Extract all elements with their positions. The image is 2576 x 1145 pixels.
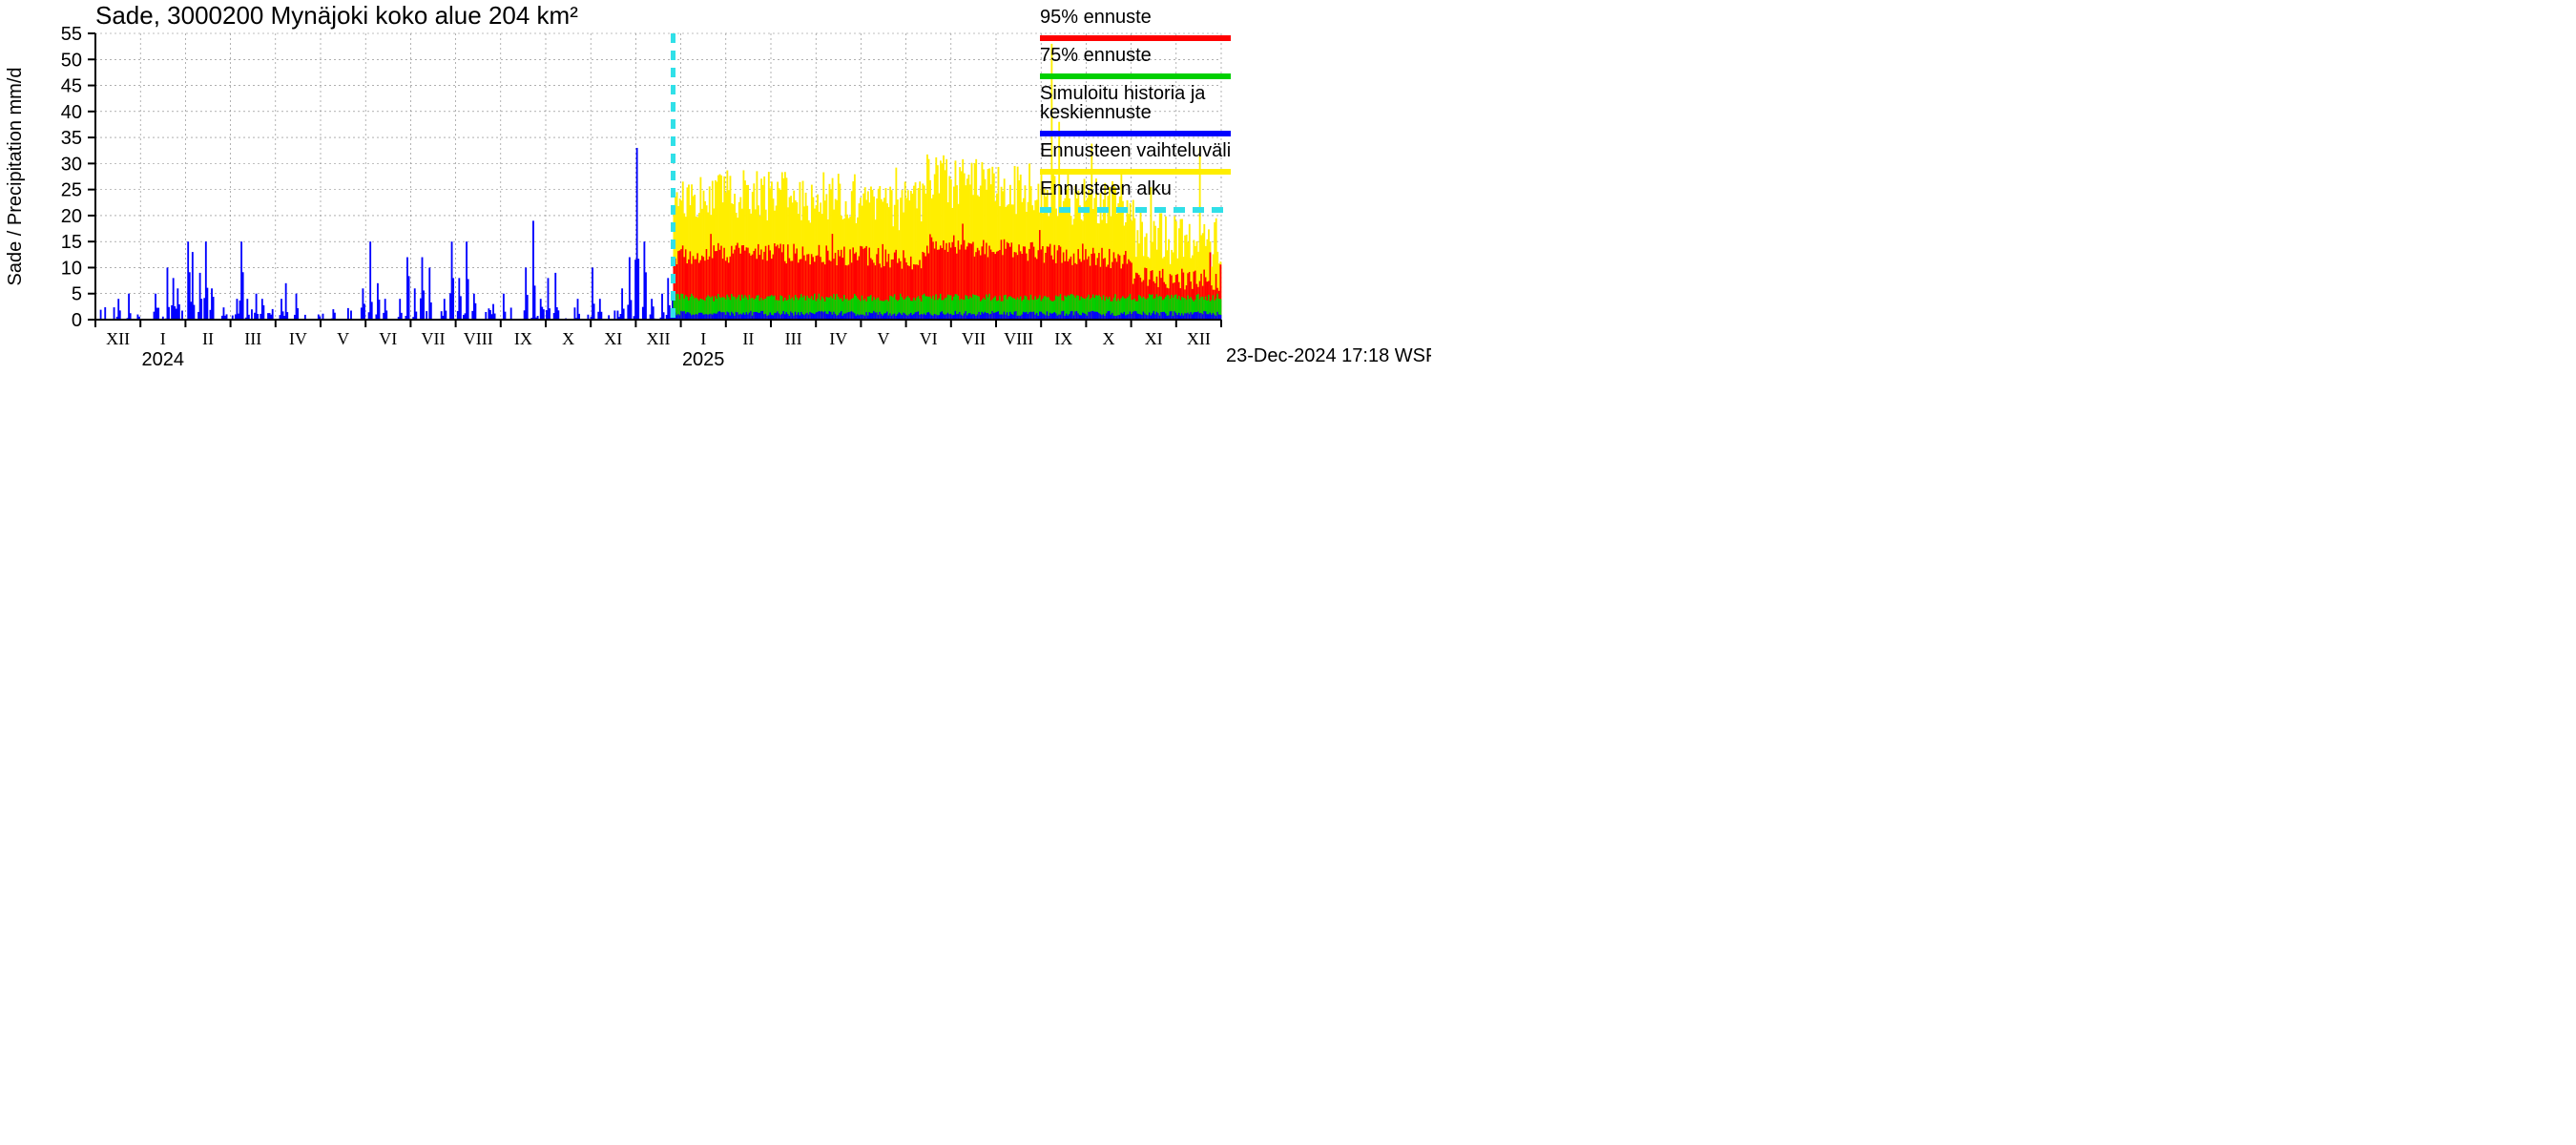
x-month-label: I — [160, 329, 166, 348]
x-month-label: XI — [604, 329, 622, 348]
legend-label: keskiennuste — [1040, 102, 1152, 123]
x-month-label: II — [742, 329, 754, 348]
x-month-label: III — [244, 329, 261, 348]
x-year-label: 2024 — [142, 349, 185, 370]
x-month-label: XII — [106, 329, 130, 348]
y-tick-label: 20 — [61, 206, 82, 227]
y-tick-label: 0 — [72, 310, 82, 331]
y-tick-label: 40 — [61, 102, 82, 123]
legend-label: Ennusteen alku — [1040, 178, 1172, 199]
y-tick-label: 45 — [61, 76, 82, 97]
y-tick-label: 50 — [61, 50, 82, 71]
legend-label: 75% ennuste — [1040, 45, 1152, 66]
x-month-label: V — [878, 329, 890, 348]
y-tick-label: 25 — [61, 180, 82, 201]
x-month-label: VIII — [1004, 329, 1033, 348]
x-month-label: XII — [1187, 329, 1211, 348]
legend-label: Simuloitu historia ja — [1040, 83, 1206, 104]
chart-footer: 23-Dec-2024 17:18 WSFS-O — [1226, 345, 1431, 366]
y-axis-label: Sade / Precipitation mm/d — [5, 68, 26, 286]
y-tick-label: 10 — [61, 258, 82, 279]
precipitation-chart: 0510152025303540455055XIIIIIIIIIVVVIVIIV… — [0, 0, 1431, 636]
x-year-label: 2025 — [682, 349, 725, 370]
y-tick-label: 30 — [61, 154, 82, 175]
x-month-label: XI — [1145, 329, 1163, 348]
x-month-label: X — [562, 329, 574, 348]
x-month-label: IV — [829, 329, 847, 348]
x-month-label: IV — [289, 329, 307, 348]
y-tick-label: 55 — [61, 24, 82, 45]
chart-title: Sade, 3000200 Mynäjoki koko alue 204 km² — [95, 1, 578, 30]
x-month-label: VIII — [464, 329, 493, 348]
y-tick-label: 5 — [72, 284, 82, 305]
x-month-label: IX — [514, 329, 532, 348]
x-month-label: III — [785, 329, 802, 348]
x-month-label: V — [337, 329, 349, 348]
x-month-label: I — [700, 329, 706, 348]
x-month-label: IX — [1054, 329, 1072, 348]
x-month-label: VI — [379, 329, 397, 348]
y-tick-label: 35 — [61, 128, 82, 149]
legend-label: Ennusteen vaihteluväli — [1040, 140, 1231, 161]
x-month-label: VII — [962, 329, 986, 348]
x-month-label: XII — [647, 329, 671, 348]
y-tick-label: 15 — [61, 232, 82, 253]
x-month-label: X — [1103, 329, 1115, 348]
x-month-label: VI — [920, 329, 938, 348]
legend-label: 95% ennuste — [1040, 7, 1152, 28]
x-month-label: II — [202, 329, 214, 348]
x-month-label: VII — [422, 329, 446, 348]
